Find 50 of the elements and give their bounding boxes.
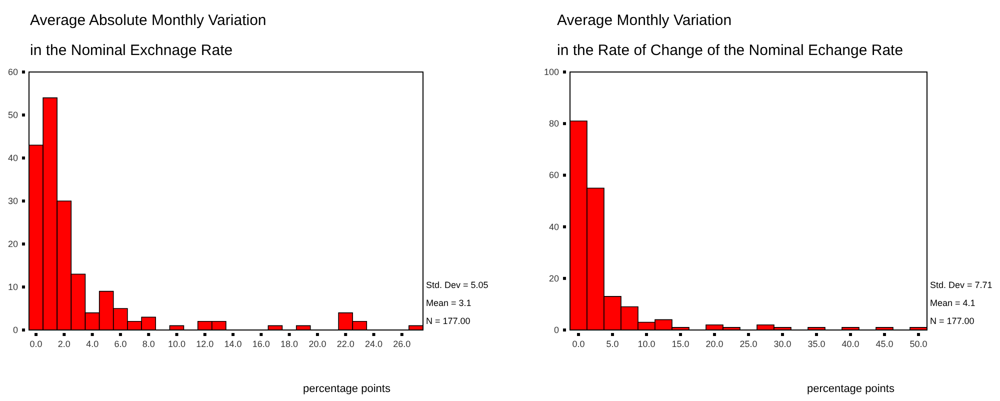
x-tick-label: 20.0 xyxy=(706,339,724,349)
x-tick-label: 40.0 xyxy=(842,339,860,349)
x-tick-label: 2.0 xyxy=(58,339,70,349)
x-tick-label: 22.0 xyxy=(336,339,354,349)
x-tick-label: 24.0 xyxy=(364,339,383,349)
y-tick-label: 80 xyxy=(548,118,559,129)
y-tick-label: 10 xyxy=(8,282,18,292)
y-tick-label: 0 xyxy=(554,325,559,335)
y-tick-label: 30 xyxy=(8,196,18,206)
x-tick-label: 0.0 xyxy=(30,339,42,349)
x-tick-label: 15.0 xyxy=(672,339,690,349)
x-tick-label: 45.0 xyxy=(876,339,894,349)
x-tick-label: 20.0 xyxy=(308,339,326,349)
y-tick-label: 60 xyxy=(548,170,559,180)
x-tick-label: 14.0 xyxy=(224,339,242,349)
x-tick-label: 35.0 xyxy=(808,339,826,349)
y-tick-label: 40 xyxy=(8,153,18,163)
x-tick-label: 16.0 xyxy=(252,339,270,349)
chart-title: Average Absolute Monthly Variation xyxy=(30,12,266,29)
text: N = 177.00 xyxy=(426,316,470,326)
x-tick-label: 5.0 xyxy=(606,339,619,349)
x-tick-label: 30.0 xyxy=(774,339,792,349)
x-axis-title: percentage points xyxy=(807,383,894,395)
text: Std. Dev = 5.05 xyxy=(426,280,488,290)
x-tick-label: 26.0 xyxy=(393,339,411,349)
x-tick-label: 25.0 xyxy=(740,339,758,349)
y-tick-label: 0 xyxy=(12,325,18,335)
x-tick-label: 10.0 xyxy=(638,339,656,349)
x-tick-label: 8.0 xyxy=(142,339,155,349)
x-axis-title: percentage points xyxy=(303,383,390,395)
text: Mean = 4.1 xyxy=(930,298,976,308)
text: Std. Dev = 7.71 xyxy=(930,280,992,290)
y-tick-label: 100 xyxy=(544,67,559,77)
x-tick-label: 50.0 xyxy=(910,339,928,349)
x-tick-label: 18.0 xyxy=(280,339,298,349)
text: Mean = 3.1 xyxy=(426,298,472,308)
text: N = 177.00 xyxy=(930,316,974,326)
x-tick-label: 0.0 xyxy=(572,339,585,349)
y-tick-label: 20 xyxy=(548,273,559,284)
chart-subtitle: in the Rate of Change of the Nominal Echange Rate xyxy=(557,42,904,59)
chart-title: Average Monthly Variation xyxy=(557,12,732,29)
chart-subtitle: in the Nominal Exchnage Rate xyxy=(30,42,233,59)
y-tick-label: 50 xyxy=(8,110,18,120)
y-tick-label: 20 xyxy=(8,239,18,249)
x-tick-label: 12.0 xyxy=(196,339,214,349)
x-tick-label: 6.0 xyxy=(114,339,127,349)
y-tick-label: 60 xyxy=(8,67,18,77)
x-tick-label: 10.0 xyxy=(168,339,186,349)
x-tick-label: 4.0 xyxy=(86,339,99,349)
y-tick-label: 40 xyxy=(548,222,559,232)
